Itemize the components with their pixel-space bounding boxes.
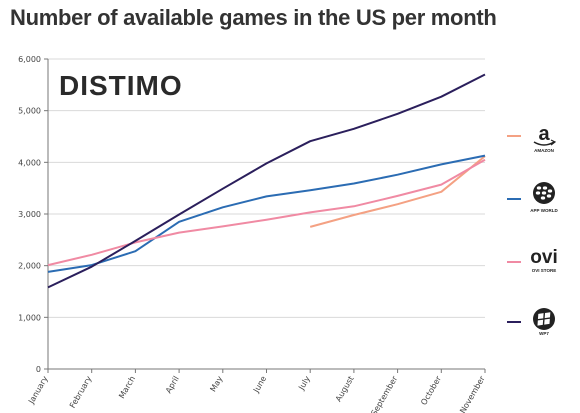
y-axis-ticks: 0 1,000 2,000 3,000 4,000 5,000 6,000 — [18, 55, 41, 374]
windows-phone-logo-icon — [533, 308, 555, 330]
ovi-logo-icon: ovi — [530, 247, 557, 268]
x-tick-label: March — [117, 375, 137, 401]
series-lines — [47, 73, 486, 289]
series-line-amazon — [309, 155, 486, 228]
x-tick-label: January — [26, 374, 50, 406]
x-tick-label: May — [208, 374, 224, 393]
legend-caption-wp7: WP7 — [539, 331, 549, 336]
x-tick-label: July — [296, 374, 312, 392]
legend-item-ovi: ovi OVI STORE — [507, 247, 558, 273]
series-line-app-world — [47, 154, 486, 273]
y-tick-label: 4,000 — [18, 158, 41, 167]
x-tick-label: April — [164, 375, 181, 395]
x-tick-label: October — [419, 374, 443, 407]
legend-caption-appworld: APP WORLD — [530, 208, 558, 213]
y-tick-label: 0 — [36, 365, 41, 374]
chart-title: Number of available games in the US per … — [10, 5, 497, 30]
legend-caption-ovi: OVI STORE — [532, 268, 556, 273]
legend-item-wp7: WP7 — [507, 308, 555, 336]
amazon-logo-icon: a — [533, 123, 557, 146]
blackberry-logo-icon — [533, 182, 555, 204]
x-axis-ticks: January February March April May June July Augu… — [26, 374, 487, 413]
y-tick-label: 5,000 — [18, 107, 41, 116]
y-tick-label: 3,000 — [18, 210, 41, 219]
series-line-wp7 — [47, 73, 486, 289]
x-tick-label: September — [369, 374, 399, 413]
y-tick-label: 6,000 — [18, 55, 41, 64]
x-tick-label: November — [458, 374, 487, 413]
legend-item-amazon: a AMAZON — [507, 123, 557, 153]
y-tick-label: 1,000 — [18, 313, 41, 322]
x-tick-label: June — [251, 374, 268, 395]
amazon-logo-glyph: a — [538, 123, 550, 145]
distimo-watermark: DISTIMO — [59, 70, 183, 101]
y-tick-label: 2,000 — [18, 262, 41, 271]
x-tick-label: August — [334, 375, 356, 404]
series-line-ovi-store — [47, 158, 486, 267]
legend-caption-amazon: AMAZON — [534, 148, 554, 153]
legend: a AMAZON APP WORLD — [507, 123, 558, 336]
legend-item-appworld: APP WORLD — [507, 182, 558, 213]
x-tick-label: February — [68, 374, 94, 409]
axes — [44, 58, 486, 373]
